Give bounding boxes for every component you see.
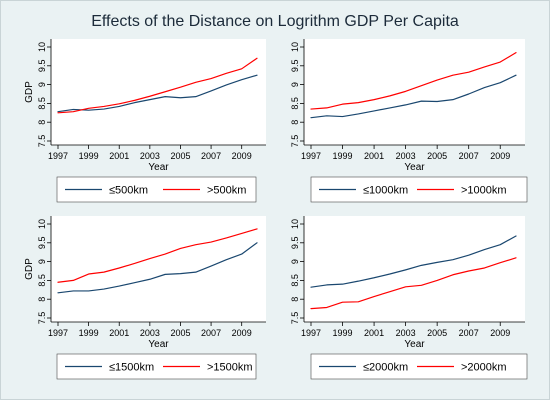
y-tick-label: 10 xyxy=(290,219,300,229)
y-tick-label: 9 xyxy=(290,259,300,264)
x-axis-title: Year xyxy=(148,339,169,350)
series-line-1 xyxy=(310,74,517,119)
y-tick-label: 9.5 xyxy=(37,237,47,250)
x-axis-title: Year xyxy=(404,339,425,350)
x-tick-label: 2007 xyxy=(201,328,221,338)
legend-label-1: ≤2000km xyxy=(363,362,408,374)
y-tick-label: 9 xyxy=(37,259,47,264)
legend-label-2: >500km xyxy=(207,185,246,197)
y-tick-label: 8.5 xyxy=(37,274,47,287)
plot-area xyxy=(304,216,525,322)
plot-area xyxy=(51,39,266,145)
series-line-2 xyxy=(310,257,517,310)
y-tick-label: 10 xyxy=(37,219,47,229)
x-tick-label: 2001 xyxy=(109,328,129,338)
y-tick-label: 7.5 xyxy=(37,312,47,325)
chart-panel-3: 7.5 8 8.5 9 9.5 10 1997 1999 2001 2003 2005 2007 200… xyxy=(24,216,266,380)
x-tick-label: 2005 xyxy=(427,328,447,338)
legend-label-1: ≤1000km xyxy=(363,185,408,197)
y-tick-label: 8.5 xyxy=(290,274,300,287)
y-axis-title: GDP xyxy=(24,81,35,103)
x-tick-label: 2003 xyxy=(396,151,416,161)
x-tick-label: 2007 xyxy=(459,328,479,338)
x-tick-label: 1999 xyxy=(79,151,99,161)
y-tick-label: 9.5 xyxy=(290,237,300,250)
x-tick-label: 2005 xyxy=(427,151,447,161)
x-tick-label: 2005 xyxy=(170,328,190,338)
legend: ≤1500km >1500km xyxy=(56,353,257,380)
x-tick-label: 2003 xyxy=(140,328,160,338)
y-tick-label: 8 xyxy=(290,297,300,302)
x-tick-label: 1997 xyxy=(301,328,321,338)
legend: ≤2000km >2000km xyxy=(310,353,528,380)
x-tick-label: 2007 xyxy=(201,151,221,161)
x-tick-label: 1999 xyxy=(79,328,99,338)
x-tick-label: 1999 xyxy=(333,328,353,338)
y-tick-label: 8 xyxy=(37,297,47,302)
y-tick-label: 8 xyxy=(290,120,300,125)
chart-panel-4: 7.5 8 8.5 9 9.5 10 1997 1999 2001 2003 2005 2007 200… xyxy=(290,216,528,380)
chart-panel-2: 7.5 8 8.5 9 9.5 10 1997 1999 2001 2003 2005 2007 200… xyxy=(290,39,528,203)
legend-label-1: ≤1500km xyxy=(109,362,154,374)
chart-panel-1: 7.5 8 8.5 9 9.5 10 1997 1999 2001 2003 2005 2007 200… xyxy=(24,39,266,203)
plot-area xyxy=(304,39,525,145)
x-tick-label: 2001 xyxy=(364,151,384,161)
y-tick-label: 9 xyxy=(37,82,47,87)
y-tick-label: 9 xyxy=(290,82,300,87)
x-tick-label: 2005 xyxy=(170,151,190,161)
series-line-1 xyxy=(57,74,258,113)
x-tick-label: 2009 xyxy=(232,328,252,338)
x-tick-label: 2007 xyxy=(459,151,479,161)
x-tick-label: 2001 xyxy=(109,151,129,161)
chart-title: Effects of the Distance on Logrithm GDP … xyxy=(91,13,459,30)
y-tick-label: 8.5 xyxy=(290,97,300,110)
x-tick-label: 1997 xyxy=(48,151,68,161)
x-tick-label: 2009 xyxy=(490,328,510,338)
x-tick-label: 2003 xyxy=(140,151,160,161)
y-tick-label: 8 xyxy=(37,120,47,125)
x-axis-title: Year xyxy=(148,162,169,173)
x-tick-label: 2009 xyxy=(232,151,252,161)
legend: ≤1000km >1000km xyxy=(310,176,528,203)
series-line-1 xyxy=(57,242,258,294)
y-tick-label: 10 xyxy=(290,42,300,52)
y-axis-title: GDP xyxy=(24,258,35,280)
x-tick-label: 2009 xyxy=(490,151,510,161)
legend-label-2: >1500km xyxy=(207,362,253,374)
x-tick-label: 1997 xyxy=(48,328,68,338)
y-tick-label: 7.5 xyxy=(290,312,300,325)
y-tick-label: 8.5 xyxy=(37,97,47,110)
y-tick-label: 7.5 xyxy=(37,135,47,148)
y-tick-label: 9.5 xyxy=(290,60,300,73)
legend-label-1: ≤500km xyxy=(109,185,148,197)
series-line-2 xyxy=(57,57,258,114)
chart-panels: 7.5 8 8.5 9 9.5 10 1997 1999 2001 2003 2005 2007 200… xyxy=(24,39,528,380)
series-line-2 xyxy=(57,228,258,283)
series-line-2 xyxy=(310,52,517,110)
legend: ≤500km >500km xyxy=(56,176,257,203)
y-tick-label: 7.5 xyxy=(290,135,300,148)
legend-label-2: >2000km xyxy=(461,362,507,374)
x-axis-title: Year xyxy=(404,162,425,173)
series-line-1 xyxy=(310,235,517,288)
x-tick-label: 2001 xyxy=(364,328,384,338)
x-tick-label: 1999 xyxy=(333,151,353,161)
plot-area xyxy=(51,216,266,322)
x-tick-label: 2003 xyxy=(396,328,416,338)
legend-label-2: >1000km xyxy=(461,185,507,197)
y-tick-label: 9.5 xyxy=(37,60,47,73)
x-tick-label: 1997 xyxy=(301,151,321,161)
y-tick-label: 10 xyxy=(37,42,47,52)
